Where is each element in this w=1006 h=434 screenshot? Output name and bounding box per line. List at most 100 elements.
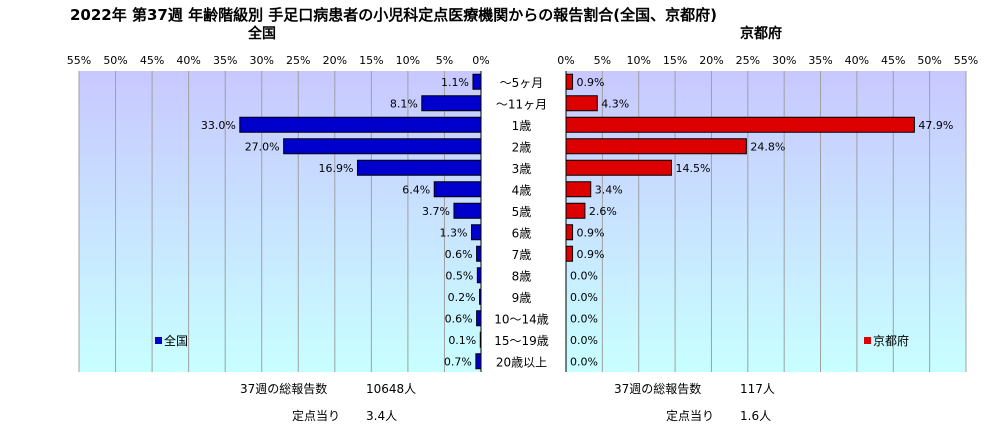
left-per-site-value: 3.4人 xyxy=(366,409,397,423)
left-bar xyxy=(453,202,482,219)
left-tick-label: 10% xyxy=(396,54,420,67)
right-tick-label: 0% xyxy=(557,54,574,67)
right-tick-label: 5% xyxy=(594,54,611,67)
left-panel: 55% 50% 45% 40% 35% 30% 25% 20% 15% 10% 5% 0%1.1% 8.… xyxy=(67,54,490,372)
left-tick-label: 35% xyxy=(213,54,237,67)
right-data-label: 0.0% xyxy=(570,312,598,325)
right-tick-label: 50% xyxy=(917,54,941,67)
right-tick-label: 55% xyxy=(954,54,978,67)
left-tick-label: 25% xyxy=(286,54,310,67)
left-bar xyxy=(472,73,482,90)
left-bar xyxy=(476,310,482,327)
left-bar xyxy=(283,138,482,155)
left-data-label: 0.1% xyxy=(448,334,476,347)
right-legend-swatch xyxy=(864,337,871,344)
left-bar xyxy=(475,353,482,370)
category-label: 9歳 xyxy=(512,291,532,305)
left-bar xyxy=(470,224,482,241)
left-data-label: 0.6% xyxy=(445,312,473,325)
left-legend-label: 全国 xyxy=(164,333,188,348)
left-tick-label: 15% xyxy=(359,54,383,67)
left-tick-label: 20% xyxy=(323,54,347,67)
left-data-label: 0.5% xyxy=(445,269,473,282)
category-label: 2歳 xyxy=(512,140,532,154)
category-labels: ～5ヶ月 ～11ヶ月 1歳 2歳 3歳 4歳 5歳 6歳 7歳 8歳 9歳 10～14歳 15～19歳 2… xyxy=(494,76,549,370)
right-data-label: 4.3% xyxy=(601,97,629,110)
left-data-label: 1.3% xyxy=(440,226,468,239)
right-legend-label: 京都府 xyxy=(873,333,909,348)
category-label: 6歳 xyxy=(512,226,532,240)
category-label: 7歳 xyxy=(512,248,532,262)
right-bar xyxy=(565,224,574,241)
left-tick-label: 50% xyxy=(103,54,127,67)
right-bar xyxy=(565,116,915,133)
left-tick-label: 40% xyxy=(176,54,200,67)
left-bar xyxy=(239,116,482,133)
left-data-label: 0.6% xyxy=(445,248,473,261)
category-label: 10～14歳 xyxy=(494,312,549,326)
chart-title: 2022年 第37週 年齢階級別 手足口病患者の小児科定点医療機関からの報告割合… xyxy=(70,6,717,24)
right-panel-title: 京都府 xyxy=(740,25,782,42)
right-data-label: 0.0% xyxy=(570,355,598,368)
right-bar xyxy=(565,138,747,155)
right-tick-label: 25% xyxy=(736,54,760,67)
left-data-label: 1.1% xyxy=(441,76,469,89)
category-label: 5歳 xyxy=(512,205,532,219)
right-per-site-label: 定点当り xyxy=(666,408,714,423)
right-data-label: 2.6% xyxy=(589,205,617,218)
right-total-label: 37週の総報告数 xyxy=(614,381,701,396)
right-data-label: 0.9% xyxy=(577,76,605,89)
left-panel-title: 全国 xyxy=(247,25,276,42)
right-tick-label: 10% xyxy=(627,54,651,67)
right-data-label: 0.0% xyxy=(570,269,598,282)
category-label: 20歳以上 xyxy=(496,355,547,369)
left-data-label: 16.9% xyxy=(319,162,354,175)
right-data-label: 0.0% xyxy=(570,291,598,304)
right-bar xyxy=(565,202,586,219)
left-total-label: 37週の総報告数 xyxy=(240,381,327,396)
left-per-site-label: 定点当り xyxy=(292,408,340,423)
right-data-label: 3.4% xyxy=(595,183,623,196)
left-legend-swatch xyxy=(155,337,162,344)
right-tick-label: 15% xyxy=(663,54,687,67)
left-data-label: 27.0% xyxy=(245,140,280,153)
right-tick-label: 35% xyxy=(808,54,832,67)
left-total-value: 10648人 xyxy=(366,382,416,396)
left-bar xyxy=(356,159,482,176)
left-data-label: 8.1% xyxy=(390,97,418,110)
right-data-label: 0.0% xyxy=(570,334,598,347)
category-label: 4歳 xyxy=(512,183,532,197)
right-data-label: 14.5% xyxy=(675,162,710,175)
category-label: 3歳 xyxy=(512,162,532,176)
right-plot-area xyxy=(566,71,966,372)
category-label: ～11ヶ月 xyxy=(496,97,547,111)
left-tick-label: 45% xyxy=(140,54,164,67)
left-data-label: 0.7% xyxy=(444,355,472,368)
left-tick-label: 5% xyxy=(436,54,453,67)
category-label: 8歳 xyxy=(512,269,532,283)
right-bar xyxy=(565,73,574,90)
left-data-label: 3.7% xyxy=(422,205,450,218)
right-tick-label: 45% xyxy=(881,54,905,67)
left-plot-area xyxy=(79,71,481,372)
right-panel: 0% 5% 10% 15% 20% 25% 30% 35% 40% 45% 50% 55% 0.9% 4.… xyxy=(557,54,978,372)
left-bar xyxy=(433,181,482,198)
right-data-label: 0.9% xyxy=(577,248,605,261)
left-bar xyxy=(476,267,482,284)
category-label: ～5ヶ月 xyxy=(500,76,544,90)
right-bar xyxy=(565,95,598,112)
right-total-value: 117人 xyxy=(740,382,775,396)
left-data-label: 0.2% xyxy=(448,291,476,304)
left-data-label: 33.0% xyxy=(201,119,236,132)
right-data-label: 47.9% xyxy=(918,119,953,132)
right-tick-label: 40% xyxy=(845,54,869,67)
left-bar xyxy=(421,95,482,112)
right-data-label: 24.8% xyxy=(750,140,785,153)
right-bar xyxy=(565,181,592,198)
left-tick-label: 30% xyxy=(250,54,274,67)
right-data-label: 0.9% xyxy=(577,226,605,239)
right-tick-label: 20% xyxy=(699,54,723,67)
right-bar xyxy=(565,245,574,262)
